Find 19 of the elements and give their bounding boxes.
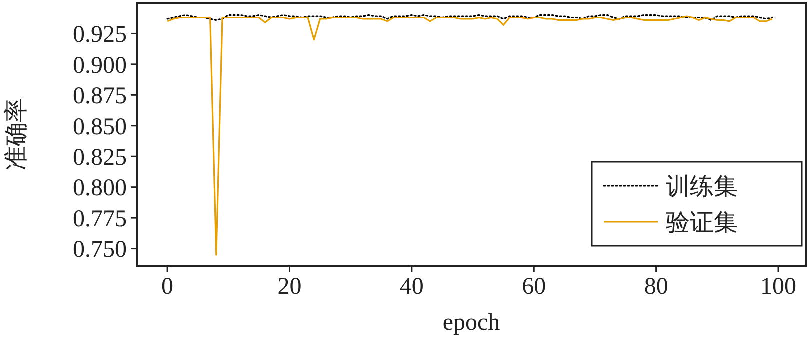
y-tick-label: 0.850 (73, 114, 127, 140)
x-axis-title: epoch (442, 310, 500, 336)
x-tick-label: 0 (162, 274, 174, 300)
y-tick-label: 0.750 (73, 237, 127, 264)
line-series (166, 16, 774, 256)
x-tick-label: 100 (760, 274, 797, 300)
y-tick-label: 0.900 (73, 52, 127, 79)
legend-label: 验证集 (666, 208, 738, 236)
x-tick-label: 60 (522, 274, 546, 300)
y-tick-label: 0.825 (73, 145, 127, 172)
legend-label: 训练集 (666, 172, 738, 200)
y-tick-label: 0.800 (73, 176, 127, 202)
y-tick-label: 0.775 (73, 206, 127, 232)
y-axis-title: 准确率 (2, 98, 30, 170)
y-tick-label: 0.875 (73, 84, 127, 110)
x-tick-label: 40 (400, 274, 424, 300)
y-tick-label: 0.925 (73, 22, 127, 48)
x-tick-label: 80 (644, 274, 668, 300)
x-tick-label: 20 (278, 274, 302, 300)
